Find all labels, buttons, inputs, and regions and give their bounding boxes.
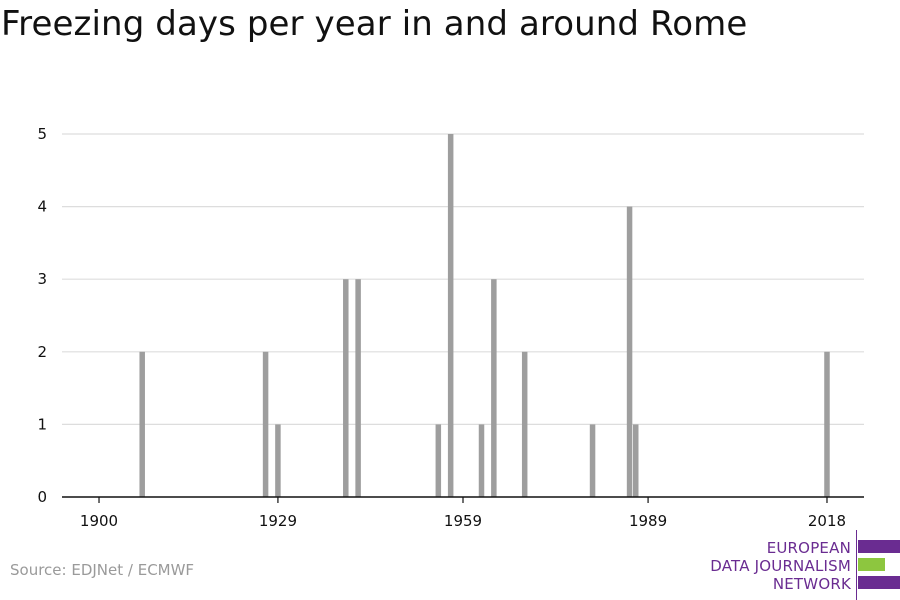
x-tick-label: 1929 bbox=[259, 512, 297, 530]
y-tick-label: 3 bbox=[37, 270, 47, 288]
y-tick-label: 5 bbox=[37, 125, 47, 143]
logo-text-line-1: EUROPEAN bbox=[766, 539, 851, 557]
bar bbox=[589, 424, 596, 497]
bar bbox=[447, 134, 454, 497]
x-tick-label: 1900 bbox=[80, 512, 118, 530]
bar bbox=[275, 424, 281, 497]
x-tick-label: 2018 bbox=[808, 512, 846, 530]
logo-bar-purple-bottom bbox=[858, 576, 900, 589]
logo-bar-green bbox=[858, 558, 885, 571]
chart-title: Freezing days per year in and around Rom… bbox=[1, 4, 748, 44]
edjnet-logo: EUROPEAN DATA JOURNALISM NETWORK bbox=[700, 530, 900, 600]
x-tick-label: 1959 bbox=[444, 512, 482, 530]
axes: 0 1 2 3 4 5 1900 1929 1959 1989 2018 bbox=[37, 125, 864, 530]
bar bbox=[343, 279, 349, 497]
bar bbox=[824, 351, 830, 497]
y-tick-label: 0 bbox=[37, 488, 47, 506]
bar bbox=[491, 279, 497, 497]
bars bbox=[139, 134, 830, 497]
bar bbox=[632, 424, 639, 497]
source-note: Source: EDJNet / ECMWF bbox=[10, 561, 195, 579]
y-tick-label: 2 bbox=[37, 343, 47, 361]
logo-bar-purple-top bbox=[858, 540, 900, 553]
y-tick-label: 4 bbox=[37, 198, 47, 216]
logo-divider bbox=[856, 530, 857, 600]
y-tick-label: 1 bbox=[37, 415, 47, 433]
logo-text-line-2: DATA JOURNALISM bbox=[710, 557, 851, 575]
gridlines bbox=[62, 133, 864, 425]
bar bbox=[262, 351, 269, 497]
x-tick-label: 1989 bbox=[629, 512, 667, 530]
bar bbox=[355, 279, 361, 497]
bar bbox=[521, 351, 528, 497]
bar bbox=[435, 424, 442, 497]
bar bbox=[139, 351, 145, 497]
logo-text-line-3: NETWORK bbox=[772, 575, 851, 593]
bar bbox=[626, 206, 633, 497]
bar bbox=[478, 424, 485, 497]
